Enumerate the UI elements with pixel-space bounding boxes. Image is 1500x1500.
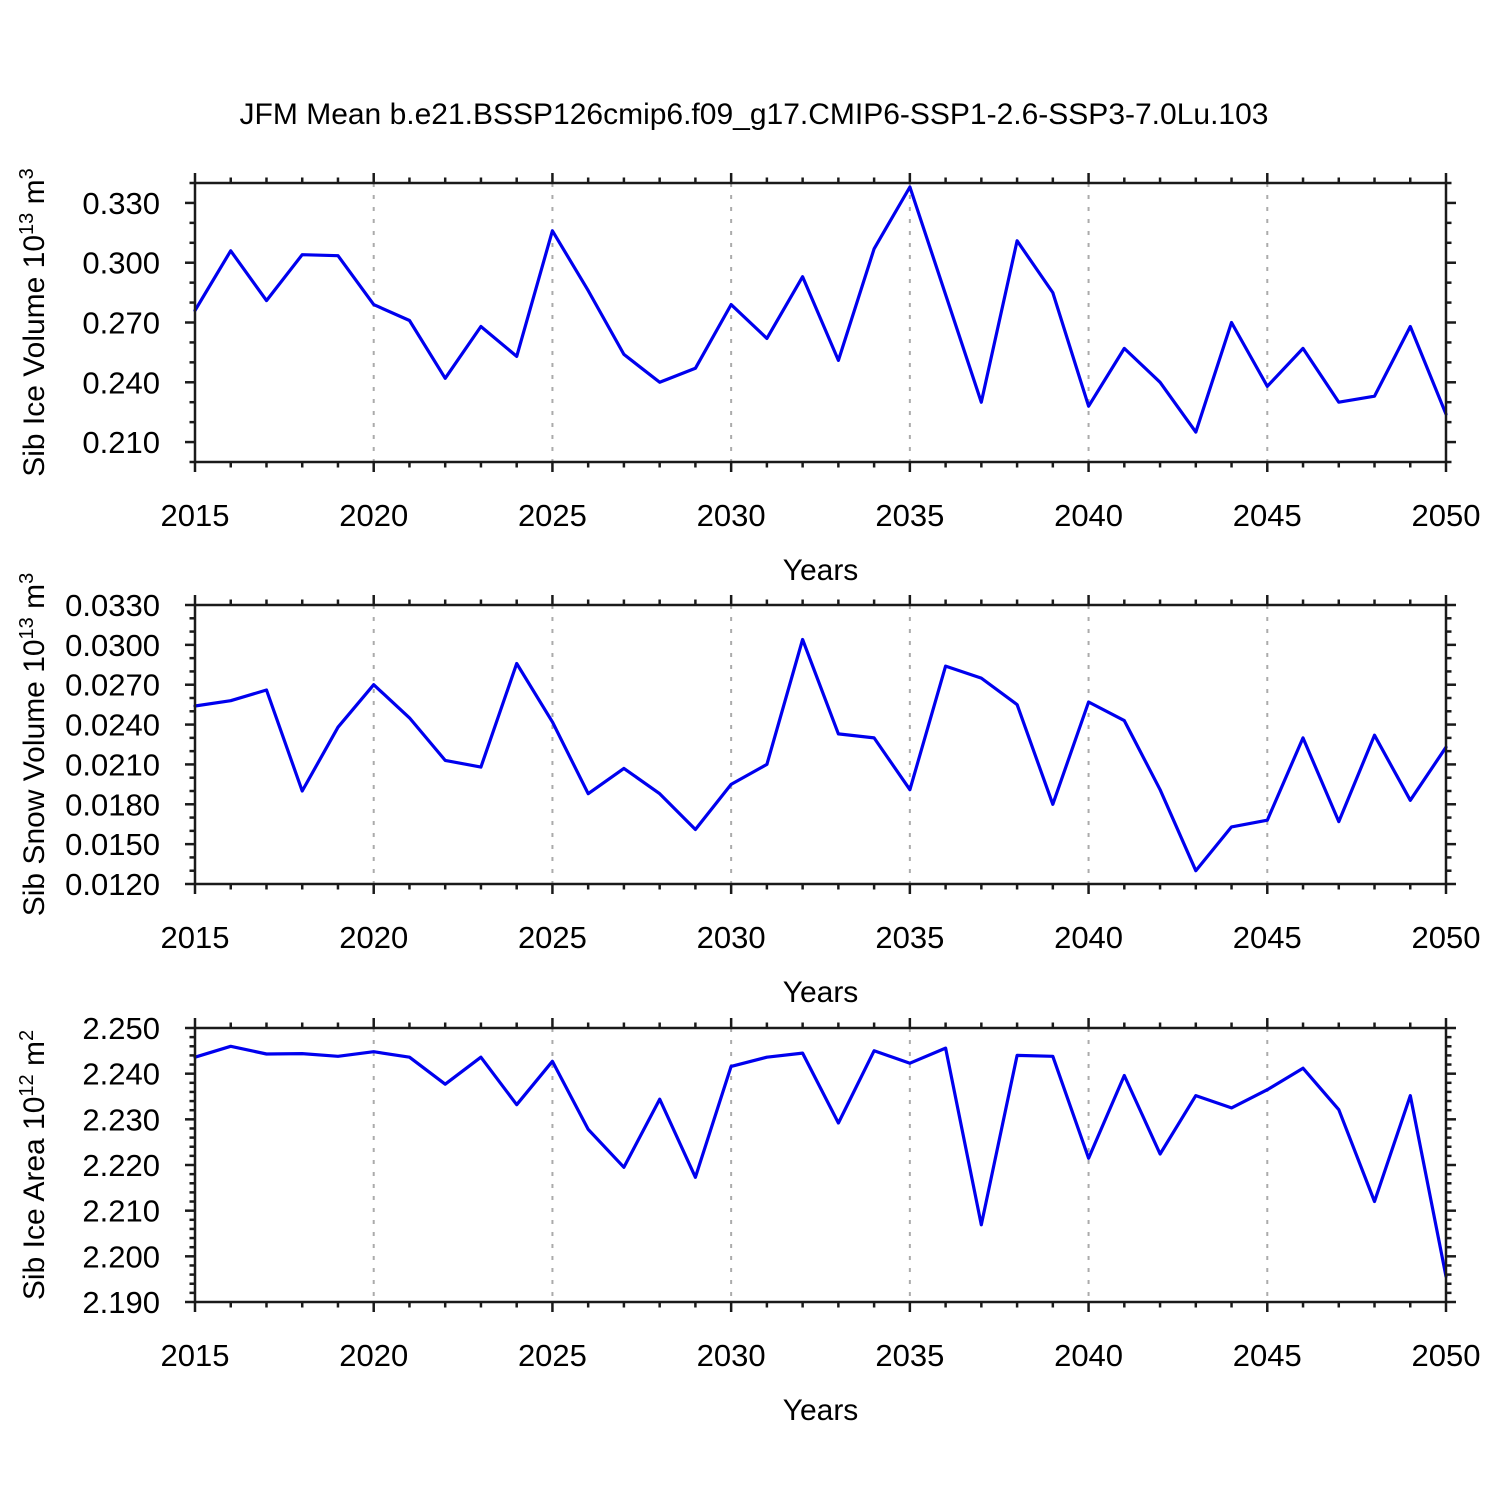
y-ticks: [185, 1026, 1456, 1304]
gridlines: [372, 1028, 1269, 1302]
x-tick-label: 2040: [1054, 1338, 1123, 1373]
x-tick-label: 2035: [875, 498, 944, 533]
y-tick-labels: 2.190 2.200 2.210 2.220 2.230 2.240 2.250: [82, 1011, 160, 1320]
plot-frame: [193, 1026, 1448, 1304]
y-tick-label: 0.270: [82, 306, 160, 341]
figure-title: JFM Mean b.e21.BSSP126cmip6.f09_g17.CMIP…: [240, 98, 1269, 131]
x-axis-title: Years: [783, 1394, 859, 1427]
y-axis-title: Sib Snow Volume 1013 m3: [16, 573, 51, 917]
x-tick-label: 2045: [1233, 920, 1302, 955]
x-tick-label: 2050: [1412, 1338, 1481, 1373]
y-tick-label: 2.200: [82, 1239, 160, 1274]
y-tick-label: 0.330: [82, 186, 160, 221]
x-tick-labels: 2015 2020 2025 2030 2035 2040 2045 2050: [161, 498, 1481, 533]
y-axis-title: Sib Ice Volume 1013 m3: [16, 168, 51, 477]
x-tick-label: 2025: [518, 920, 587, 955]
x-tick-label: 2030: [697, 498, 766, 533]
y-tick-label: 0.0210: [65, 747, 160, 782]
panels-container: 0.210 0.240 0.270 0.300 0.330 2015 2020 2025 203…: [16, 168, 1480, 1427]
gridlines: [372, 605, 1269, 884]
y-tick-label: 2.230: [82, 1102, 160, 1137]
panel-sib-ice-volume: 0.210 0.240 0.270 0.300 0.330 2015 2020 2025 203…: [16, 168, 1480, 587]
y-ticks: [185, 181, 1456, 464]
x-tick-label: 2045: [1233, 498, 1302, 533]
data-series-line: [193, 1044, 1448, 1279]
y-axis-title: Sib Ice Area 1012 m2: [16, 1030, 51, 1300]
x-tick-labels: 2015 2020 2025 2030 2035 2040 2045 2050: [161, 1338, 1481, 1373]
x-tick-labels: 2015 2020 2025 2030 2035 2040 2045 2050: [161, 920, 1481, 955]
x-tick-label: 2020: [339, 1338, 408, 1373]
plot-frame: [193, 603, 1448, 886]
x-tick-label: 2025: [518, 1338, 587, 1373]
x-tick-label: 2035: [875, 920, 944, 955]
x-tick-label: 2045: [1233, 1338, 1302, 1373]
x-tick-label: 2015: [161, 920, 230, 955]
y-tick-label: 0.0240: [65, 708, 160, 743]
x-tick-label: 2025: [518, 498, 587, 533]
y-tick-label: 2.250: [82, 1011, 160, 1046]
x-tick-label: 2015: [161, 498, 230, 533]
y-tick-label: 2.220: [82, 1148, 160, 1183]
data-series-line: [193, 637, 1448, 873]
x-tick-label: 2030: [697, 920, 766, 955]
x-tick-label: 2050: [1412, 498, 1481, 533]
x-tick-label: 2050: [1412, 920, 1481, 955]
x-ticks: [193, 1018, 1448, 1312]
x-tick-label: 2035: [875, 1338, 944, 1373]
x-tick-label: 2020: [339, 920, 408, 955]
x-ticks: [193, 595, 1448, 894]
x-tick-label: 2040: [1054, 498, 1123, 533]
y-tick-label: 0.0150: [65, 827, 160, 862]
x-ticks: [193, 173, 1448, 472]
x-axis-title: Years: [783, 554, 859, 587]
x-tick-label: 2030: [697, 1338, 766, 1373]
y-tick-label: 0.0330: [65, 588, 160, 623]
y-ticks: [185, 603, 1456, 886]
panel-sib-snow-volume: 0.0120 0.0150 0.0180 0.0210 0.0240 0.0270 0.03…: [16, 573, 1480, 1009]
y-tick-label: 0.300: [82, 246, 160, 281]
x-axis-title: Years: [783, 976, 859, 1009]
y-tick-label: 2.190: [82, 1285, 160, 1320]
y-tick-label: 0.0180: [65, 787, 160, 822]
y-tick-label: 0.0120: [65, 867, 160, 902]
x-tick-label: 2015: [161, 1338, 230, 1373]
data-series-line: [193, 185, 1448, 434]
y-tick-label: 0.0300: [65, 628, 160, 663]
y-tick-label: 2.240: [82, 1057, 160, 1092]
x-tick-label: 2040: [1054, 920, 1123, 955]
y-tick-labels: 0.210 0.240 0.270 0.300 0.330: [82, 186, 160, 460]
x-tick-label: 2020: [339, 498, 408, 533]
y-tick-label: 0.0270: [65, 668, 160, 703]
y-tick-label: 0.240: [82, 365, 160, 400]
y-tick-label: 0.210: [82, 425, 160, 460]
y-tick-labels: 0.0120 0.0150 0.0180 0.0210 0.0240 0.0270 0.03…: [65, 588, 160, 902]
y-tick-label: 2.210: [82, 1194, 160, 1229]
